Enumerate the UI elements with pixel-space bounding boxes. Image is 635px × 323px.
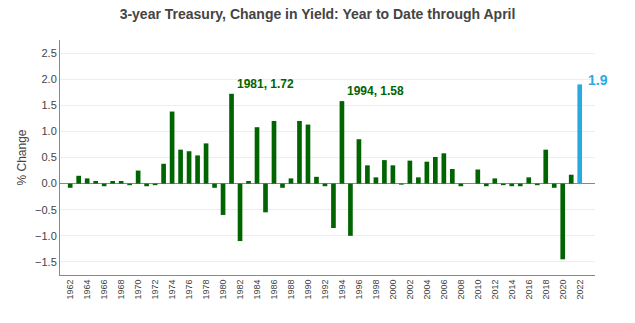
svg-text:−0.5: −0.5: [35, 204, 57, 216]
svg-text:1.0: 1.0: [42, 125, 57, 137]
svg-text:1978: 1978: [201, 280, 211, 300]
svg-text:2008: 2008: [456, 280, 466, 300]
svg-text:1.5: 1.5: [42, 99, 57, 111]
svg-text:2004: 2004: [422, 280, 432, 300]
svg-text:2000: 2000: [388, 280, 398, 300]
svg-text:1974: 1974: [167, 280, 177, 300]
svg-text:% Change: % Change: [15, 129, 29, 185]
svg-text:3-year Treasury, Change in Yie: 3-year Treasury, Change in Yield: Year t…: [120, 6, 516, 22]
svg-text:2018: 2018: [541, 280, 551, 300]
svg-text:2020: 2020: [558, 280, 568, 300]
svg-text:0.0: 0.0: [42, 177, 57, 189]
svg-text:2.0: 2.0: [42, 73, 57, 85]
svg-text:1.9: 1.9: [588, 72, 608, 88]
svg-text:1982: 1982: [235, 280, 245, 300]
svg-text:1962: 1962: [65, 280, 75, 300]
svg-text:1986: 1986: [269, 280, 279, 300]
svg-text:2012: 2012: [490, 280, 500, 300]
svg-text:1994, 1.58: 1994, 1.58: [347, 84, 404, 98]
svg-text:1966: 1966: [99, 280, 109, 300]
svg-text:1968: 1968: [116, 280, 126, 300]
svg-text:1964: 1964: [82, 280, 92, 300]
svg-text:2022: 2022: [575, 280, 585, 300]
svg-text:2002: 2002: [405, 280, 415, 300]
svg-text:−1.0: −1.0: [35, 230, 57, 242]
svg-text:2016: 2016: [524, 280, 534, 300]
svg-text:1976: 1976: [184, 280, 194, 300]
svg-text:2006: 2006: [439, 280, 449, 300]
svg-text:1984: 1984: [252, 280, 262, 300]
svg-text:1998: 1998: [371, 280, 381, 300]
svg-text:1992: 1992: [320, 280, 330, 300]
svg-text:0.5: 0.5: [42, 151, 57, 163]
svg-text:1988: 1988: [286, 280, 296, 300]
svg-text:1996: 1996: [354, 280, 364, 300]
svg-text:2.5: 2.5: [42, 47, 57, 59]
svg-text:−1.5: −1.5: [35, 256, 57, 268]
svg-text:2010: 2010: [473, 280, 483, 300]
svg-text:1990: 1990: [303, 280, 313, 300]
svg-text:1981, 1.72: 1981, 1.72: [237, 77, 294, 91]
svg-text:1972: 1972: [150, 280, 160, 300]
svg-text:1980: 1980: [218, 280, 228, 300]
svg-text:2014: 2014: [507, 280, 517, 300]
svg-text:1994: 1994: [337, 280, 347, 300]
svg-text:1970: 1970: [133, 280, 143, 300]
